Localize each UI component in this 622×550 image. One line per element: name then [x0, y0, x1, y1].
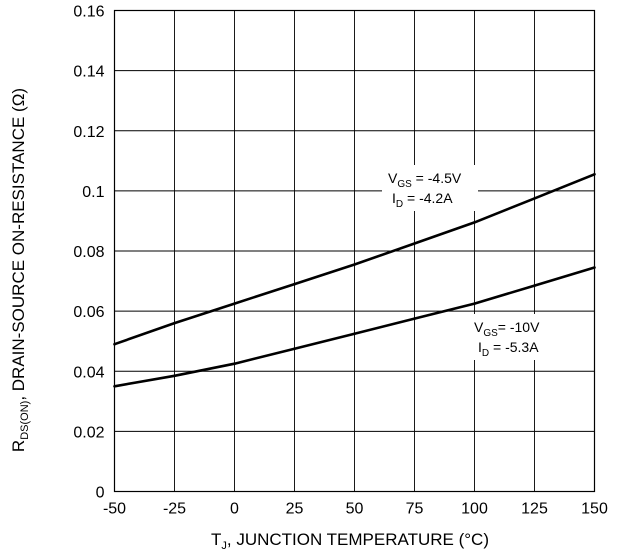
series-2-point [113, 385, 116, 388]
y-axis-label-text: , DRAIN-SOURCE ON-RESISTANCE (Ω) [9, 88, 28, 401]
y-tick-label: 0.02 [73, 424, 104, 441]
x-tick-label: 100 [461, 501, 488, 518]
x-tick-label: -25 [163, 501, 186, 518]
y-tick-label: 0.14 [73, 64, 104, 81]
x-axis-label-symbol: T [211, 530, 221, 549]
annotation-2-line-1: VGS= -10V [474, 319, 540, 339]
y-tick-label: 0.1 [82, 184, 104, 201]
annotation-1-vgs-symbol: V [388, 170, 398, 186]
x-tick-label: -50 [103, 501, 126, 518]
annotation-1-line-1: VGS = -4.5V [388, 170, 462, 190]
x-tick-label: 50 [346, 501, 364, 518]
annotation-1-background [382, 165, 478, 211]
series-2-point [533, 284, 536, 287]
grid [114, 10, 595, 492]
y-axis-label-subscript: DS(ON) [19, 401, 31, 440]
annotation-1-id-subscript: D [396, 199, 403, 210]
plot-frame [113, 9, 596, 493]
x-tick-label: 25 [286, 501, 304, 518]
series-1-point [293, 282, 296, 286]
x-tick-label: 150 [581, 501, 608, 518]
annotation-2-id-subscript: D [482, 348, 489, 359]
y-axis-label: RDS(ON), DRAIN-SOURCE ON-RESISTANCE (Ω) [9, 88, 31, 452]
y-tick-label: 0.08 [73, 244, 104, 261]
annotation-2-background [470, 314, 566, 360]
annotation-1-line-2: ID = -4.2A [392, 190, 453, 210]
series-1-point [593, 173, 596, 176]
y-tick-label: 0.12 [73, 124, 104, 141]
y-tick-label: 0 [96, 485, 105, 502]
series-1-point [353, 263, 356, 266]
x-tick-labels: -50 -25 0 25 50 75 100 125 150 [103, 501, 608, 518]
annotation-2-id-value: = -5.3A [489, 339, 539, 355]
x-tick-label: 0 [230, 501, 239, 518]
series-1-point [233, 302, 236, 305]
annotation-1-id-symbol: I [392, 190, 396, 206]
x-axis-label-subscript: J [221, 540, 227, 550]
y-tick-label: 0.16 [73, 4, 104, 21]
series-2-point [413, 317, 416, 320]
annotation-2-id-symbol: I [478, 339, 482, 355]
series-2-point [593, 266, 596, 269]
x-tick-label: 75 [406, 501, 424, 518]
x-axis-label-text: , JUNCTION TEMPERATURE (°C) [227, 530, 489, 549]
annotation-2-line-2: ID = -5.3A [478, 339, 539, 359]
annotation-1-vgs-value: = -4.5V [412, 170, 462, 186]
x-tick-label: 125 [521, 501, 548, 518]
series-1-point [113, 342, 116, 346]
y-axis-label-symbol: R [9, 440, 28, 452]
series-1-point [473, 221, 476, 224]
series-layer [113, 173, 596, 388]
y-tick-label: 0.06 [73, 304, 104, 321]
series-2-point [473, 302, 476, 305]
y-tick-labels: 0 0.02 0.04 0.06 0.08 0.1 0.12 0.14 0.16 [73, 4, 104, 502]
y-tick-label: 0.04 [73, 364, 104, 381]
annotation-2-vgs-subscript: GS [483, 328, 498, 339]
series-1-point [533, 197, 536, 200]
series-1-point [173, 321, 176, 325]
series-2-point [233, 362, 236, 366]
annotation-2-vgs-value: = -10V [498, 319, 540, 335]
annotation-1-vgs-subscript: GS [397, 179, 412, 190]
series-2-point [293, 347, 296, 351]
annotation-1-id-value: = -4.2A [403, 190, 453, 206]
x-axis-label: TJ, JUNCTION TEMPERATURE (°C) [211, 530, 489, 550]
series-2-point [353, 332, 356, 336]
annotation-2-vgs-symbol: V [474, 319, 484, 335]
series-1-point [413, 242, 416, 245]
series-2-point [173, 374, 176, 378]
